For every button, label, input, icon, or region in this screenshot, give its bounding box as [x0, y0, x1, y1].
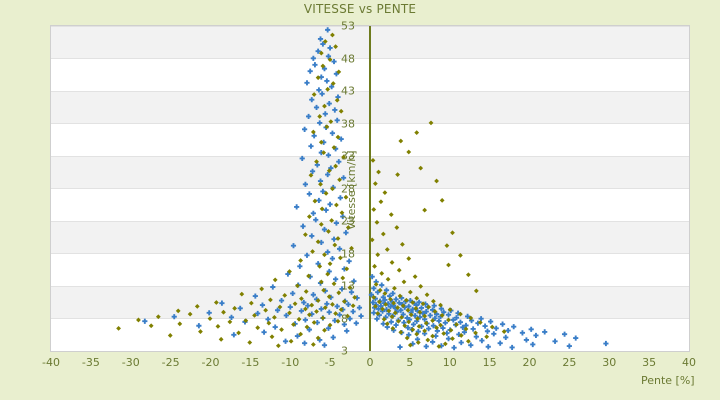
y-tick-label: 33	[341, 149, 355, 163]
y-tick-label: 23	[341, 214, 355, 228]
x-axis-label: Pente [%]	[641, 374, 695, 387]
x-tick-label: -15	[241, 356, 260, 369]
y-tick-label: 3	[341, 344, 348, 358]
y-tick-label: 18	[341, 247, 355, 260]
x-tick-label: -35	[81, 356, 100, 369]
y-tick-label: 53	[341, 19, 355, 33]
x-tick-label: -25	[161, 356, 180, 369]
data-markers	[116, 27, 609, 351]
x-tick-label: 35	[642, 356, 657, 369]
y-axis-label: Vitesse [km/h]	[345, 150, 358, 231]
x-tick-label: 20	[522, 356, 537, 369]
y-tick-label: 43	[341, 84, 355, 98]
x-tick-label: 10	[442, 356, 457, 369]
x-tick-label: -20	[201, 356, 220, 369]
zero-axis-line	[369, 26, 371, 351]
x-tick-label: -10	[281, 356, 300, 369]
x-tick-label: -5	[324, 356, 336, 369]
x-tick-label: 25	[562, 356, 577, 369]
x-tick-label: 5	[406, 356, 414, 369]
y-tick-label: 48	[341, 52, 355, 65]
x-tick-label: 30	[602, 356, 617, 369]
plot-area[interactable]	[50, 25, 690, 352]
x-tick-label: -40	[42, 356, 60, 369]
y-tick-label: 13	[341, 279, 355, 293]
x-tick-label: 15	[482, 356, 497, 369]
y-tick-label: 28	[341, 182, 355, 195]
chart-title: VITESSE vs PENTE	[303, 2, 417, 16]
y-tick-label: 38	[341, 117, 355, 130]
x-tick-label: 40	[682, 356, 696, 369]
x-tick-label: -30	[121, 356, 140, 369]
x-tick-label: 0	[366, 356, 374, 369]
y-tick-label: 8	[341, 312, 348, 325]
